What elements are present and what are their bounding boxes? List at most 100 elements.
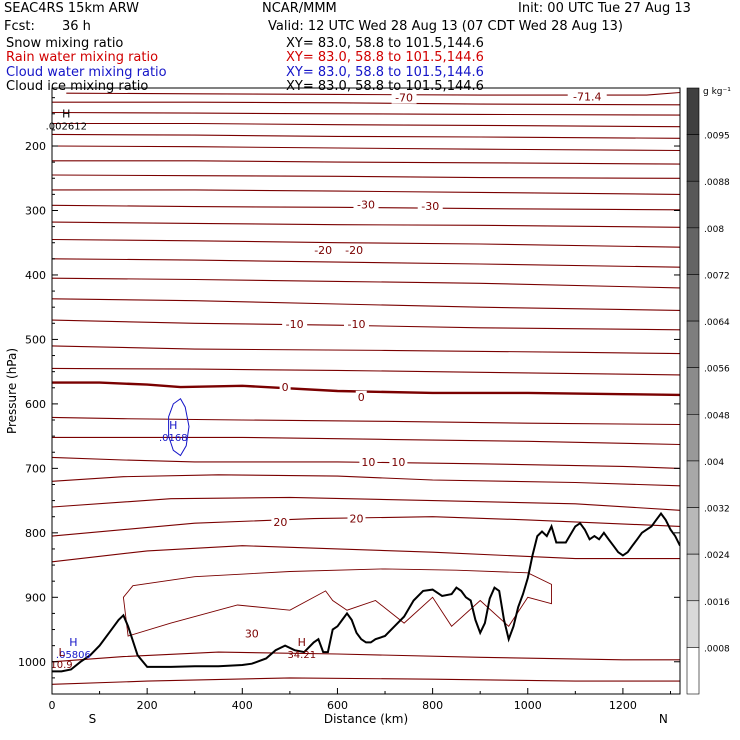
forecast-hour: 36 h — [62, 19, 91, 34]
isotherm-label: 0 — [358, 391, 365, 404]
rain-water-contours — [122, 568, 552, 637]
isotherm-line — [52, 436, 680, 446]
y-tick-label: 600 — [25, 398, 46, 411]
extremum-letter: H — [169, 419, 177, 432]
colorbar-label: .0024 — [704, 551, 730, 561]
contour-label-bg — [355, 390, 367, 403]
isotherm-line — [52, 651, 680, 663]
y-tick-label: 800 — [25, 527, 46, 540]
rain-mixing-contour — [122, 568, 552, 637]
contour-label-bg — [353, 198, 379, 211]
x-tick-label: 200 — [137, 699, 158, 712]
init-time: Init: 00 UTC Tue 27 Aug 13 — [518, 1, 691, 16]
x-tick-label: 800 — [422, 699, 443, 712]
field-name-rain: Rain water mixing ratio — [6, 50, 159, 65]
extremum-letter: H — [298, 636, 306, 649]
x-tick-label: 600 — [327, 699, 348, 712]
colorbar-label: .004 — [704, 458, 724, 468]
y-tick-label: 200 — [25, 140, 46, 153]
isotherm-label: -20 — [314, 244, 332, 257]
isotherm-line — [52, 474, 680, 487]
isotherm-label: 10 — [391, 456, 405, 469]
field-name-cloud-ice: Cloud ice mixing ratio — [6, 79, 149, 94]
colorbar-swatch — [686, 367, 700, 415]
model-title: SEAC4RS 15km ARW — [4, 1, 140, 16]
isotherm-line — [52, 496, 680, 511]
extremum-value: 10.9 — [50, 660, 72, 671]
colorbar: .0095 .0088 .008 .0072 .0064 .0056 .0048 .004 .0… — [686, 87, 731, 695]
isotherm-label: 20 — [273, 516, 287, 529]
x-tick-label: 400 — [232, 699, 253, 712]
y-tick-label: 1000 — [18, 656, 46, 669]
colorbar-swatch — [686, 180, 700, 229]
field-name-snow: Snow mixing ratio — [6, 36, 124, 51]
isotherm-line — [52, 221, 680, 228]
field-name-cloud-water: Cloud water mixing ratio — [6, 65, 167, 80]
colorbar-swatch — [686, 134, 700, 182]
isotherm-line — [52, 456, 680, 469]
isotherm-line — [52, 189, 680, 195]
contour-label-bg — [242, 627, 261, 640]
colorbar-label: .0008 — [704, 644, 730, 654]
colorbar-label: .008 — [704, 225, 724, 235]
field-xy-cloud-ice: XY= 83.0, 58.8 to 101.5,144.6 — [286, 79, 484, 94]
isotherm-line — [52, 122, 680, 128]
y-tick-label: 300 — [25, 204, 46, 217]
isotherm-line — [52, 319, 680, 331]
contour-label-bg — [359, 455, 378, 468]
field-xy-rain: XY= 83.0, 58.8 to 101.5,144.6 — [286, 50, 484, 65]
colorbar-swatch — [686, 507, 700, 555]
isotherm-label: -70 — [395, 92, 413, 105]
isotherm-line — [52, 133, 680, 139]
contour-label-bg — [389, 455, 408, 468]
isotherm-line — [52, 238, 680, 248]
isotherm-line — [52, 545, 680, 563]
field-xy-cloud-water: XY= 83.0, 58.8 to 101.5,144.6 — [286, 65, 484, 80]
isotherm-line — [52, 416, 680, 426]
contour-label-bg — [567, 90, 607, 103]
isotherm-line — [52, 111, 680, 116]
isotherm-label: -30 — [421, 200, 439, 213]
colorbar-label: .0032 — [704, 505, 730, 515]
x-tick-label: 0 — [49, 699, 56, 712]
extremum-letter: H — [69, 636, 77, 649]
isotherm-line — [52, 345, 680, 355]
contour-label-bg — [391, 91, 417, 104]
contour-label-bg — [271, 515, 290, 528]
y-tick-label: 700 — [25, 462, 46, 475]
contour-label-bg — [341, 243, 367, 256]
endpoint-label-north: N — [659, 712, 668, 726]
forecast-label: Fcst: — [4, 19, 35, 34]
contour-labels: -70 -71.4 -30 -30 -20 -20 -10 -10 0 0 10 10 20 20 30 H.… — [46, 90, 607, 671]
x-tick-label: 1200 — [609, 699, 637, 712]
isotherm-line — [52, 516, 680, 537]
x-tick-label: 1000 — [514, 699, 542, 712]
contour-label-bg — [343, 317, 369, 330]
extremum-value: .0168 — [159, 433, 188, 444]
colorbar-swatch — [686, 600, 700, 648]
y-tick-label: 500 — [25, 333, 46, 346]
isotherm-label: 0 — [282, 381, 289, 394]
contour-label-bg — [310, 243, 336, 256]
x-axis-title: Distance (km) — [324, 712, 408, 726]
isotherm-label: -20 — [345, 244, 363, 257]
colorbar-label: .0064 — [704, 318, 730, 328]
isotherm-line — [52, 160, 680, 165]
y-tick-label: 400 — [25, 269, 46, 282]
contour-label-bg — [347, 512, 366, 525]
colorbar-swatch — [686, 87, 700, 135]
colorbar-label: .0048 — [704, 411, 730, 421]
colorbar-label: .0095 — [704, 132, 730, 142]
colorbar-swatch — [686, 274, 700, 322]
colorbar-swatch — [686, 553, 700, 602]
y-tick-label: 900 — [25, 591, 46, 604]
temperature-contours — [52, 91, 680, 685]
cloud-water-contour — [168, 397, 190, 457]
isotherm-line — [52, 145, 680, 152]
isotherm-line — [52, 277, 680, 289]
isotherm-label: 10 — [361, 456, 375, 469]
isotherm-line — [52, 101, 680, 106]
colorbar-label: .0016 — [704, 598, 730, 608]
